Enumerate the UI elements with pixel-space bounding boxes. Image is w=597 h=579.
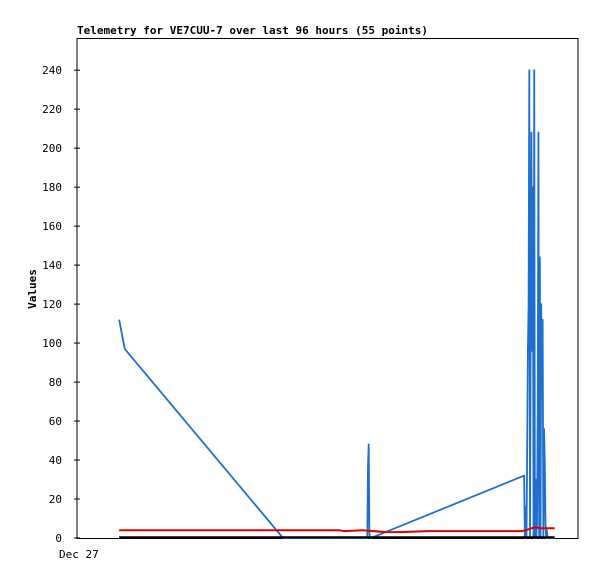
y-tick-label: 100 <box>42 337 62 350</box>
y-tick-label: 20 <box>49 493 62 506</box>
y-tick-label: 220 <box>42 103 62 116</box>
y-tick-label: 0 <box>55 532 62 545</box>
x-axis-ticks: Dec 27 <box>59 548 99 561</box>
x-tick-label: Dec 27 <box>59 548 99 561</box>
y-tick-label: 60 <box>49 415 62 428</box>
y-tick-label: 240 <box>42 64 62 77</box>
y-tick-label: 200 <box>42 142 62 155</box>
plot-area-frame <box>76 38 579 539</box>
y-tick-label: 120 <box>42 298 62 311</box>
y-tick-label: 40 <box>49 454 62 467</box>
chart-title: Telemetry for VE7CUU-7 over last 96 hour… <box>77 24 428 37</box>
y-tick-label: 140 <box>42 259 62 272</box>
y-tick-label: 160 <box>42 220 62 233</box>
series-line-red <box>119 526 555 534</box>
y-tick-label: 180 <box>42 181 62 194</box>
series-layer <box>118 69 555 539</box>
y-axis-ticks: 0 20 40 60 80 100 120 140 160 180 200 220 240 <box>42 64 80 545</box>
y-tick-label: 80 <box>49 376 62 389</box>
y-axis-label: Values <box>26 269 39 309</box>
